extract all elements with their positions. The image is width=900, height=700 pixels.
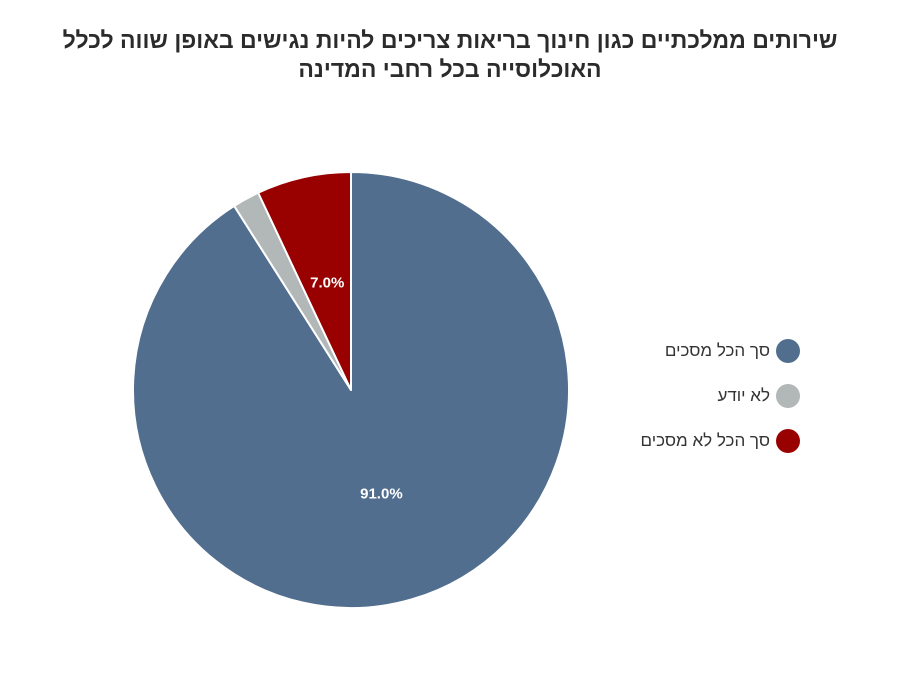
legend-swatch-disagree <box>776 428 800 453</box>
legend-item-agree[interactable]: סך הכל מסכים <box>560 328 800 373</box>
legend-item-disagree[interactable]: סך הכל לא מסכים <box>560 418 800 463</box>
pie-slice-disagree[interactable] <box>257 171 352 391</box>
chart-title-line-2: האוכלוסייה בכל רחבי המדינה <box>298 56 602 82</box>
legend-swatch-dont-know <box>776 383 800 408</box>
chart-title-line-1: שירותים ממלכתיים כגון חינוך בריאות צריכי… <box>62 27 838 53</box>
legend-label-dont-know: לא יודע <box>717 385 770 405</box>
legend-swatch-agree <box>776 338 800 363</box>
chart-title: שירותים ממלכתיים כגון חינוך בריאות צריכי… <box>50 26 850 84</box>
pie-label-disagree: 7.0% <box>310 275 344 292</box>
legend-item-dont-know[interactable]: לא יודע <box>560 373 800 418</box>
legend: סך הכל מסכים לא יודע סך הכל לא מסכים <box>560 328 800 463</box>
legend-label-disagree: סך הכל לא מסכים <box>640 430 770 450</box>
legend-label-agree: סך הכל מסכים <box>664 340 770 360</box>
pie-label-agree: 91.0% <box>360 486 403 503</box>
